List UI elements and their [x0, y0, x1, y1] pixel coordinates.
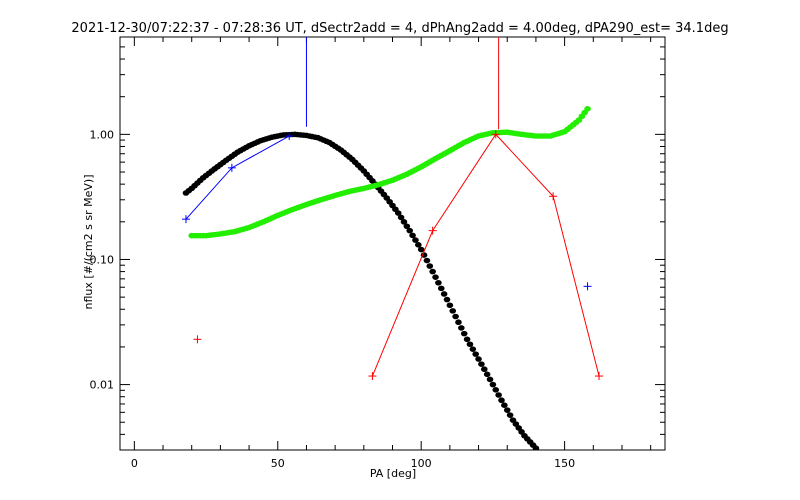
series-line [371, 133, 600, 377]
data-point [583, 282, 592, 291]
plot-frame-group [119, 36, 666, 451]
data-point [506, 412, 514, 418]
data-point [193, 335, 202, 344]
data-point [483, 371, 491, 378]
data-point [455, 319, 462, 326]
data-point [400, 219, 408, 225]
ticks-group: 0 50 100 150 0.01 0.10 1.00 [90, 36, 665, 470]
data-point [489, 381, 497, 388]
data-point [495, 392, 502, 398]
data-point [478, 361, 485, 367]
x-tick-label: 100 [411, 457, 432, 470]
data-point [426, 263, 434, 269]
series-5 [368, 130, 604, 381]
data-point [397, 214, 405, 221]
data-point [472, 351, 479, 357]
data-point [532, 445, 540, 450]
data-point [443, 296, 451, 303]
data-point [423, 257, 431, 264]
data-point [417, 246, 425, 253]
data-point [415, 242, 422, 248]
x-tick-label: 150 [554, 457, 575, 470]
data-point [409, 232, 416, 239]
data-point [460, 330, 468, 337]
series-group [181, 37, 604, 450]
data-point [432, 274, 439, 280]
data-point [181, 215, 190, 224]
data-point [491, 130, 500, 139]
data-point [394, 210, 402, 216]
data-point [406, 227, 414, 234]
data-point [403, 223, 411, 230]
data-point [475, 356, 482, 362]
data-point [435, 279, 442, 286]
data-point [498, 397, 505, 404]
y-tick-label: 0.01 [90, 379, 115, 392]
data-point [458, 325, 465, 331]
data-point [449, 308, 457, 314]
x-tick-label: 0 [131, 457, 138, 470]
data-point [437, 285, 445, 292]
series-6 [193, 335, 202, 344]
data-point [492, 387, 500, 393]
data-point [285, 132, 294, 141]
data-point [549, 192, 558, 201]
data-point [501, 402, 508, 408]
data-point [463, 336, 471, 343]
data-point [428, 226, 437, 235]
x-axis-label: PA [deg] [370, 467, 416, 480]
data-point [446, 302, 454, 309]
data-point [595, 372, 604, 381]
data-point [429, 268, 436, 275]
plot-frame [119, 36, 666, 451]
x-tick-label: 50 [271, 457, 285, 470]
data-point [452, 313, 459, 320]
y-axis-label: nflux [#/(cm2 s sr MeV)] [82, 175, 95, 310]
data-point [412, 237, 419, 243]
data-point [440, 291, 448, 297]
series-0 [182, 131, 540, 450]
data-point [480, 366, 488, 373]
data-point [227, 163, 236, 172]
data-point [469, 346, 477, 352]
y-tick-label: 0.10 [90, 253, 115, 266]
series-2 [181, 132, 294, 224]
series-3 [583, 282, 592, 291]
y-tick-label: 1.00 [90, 128, 115, 141]
data-point [466, 341, 474, 348]
data-point [368, 372, 377, 381]
data-point [503, 407, 511, 413]
data-point [486, 376, 494, 383]
chart-title: 2021-12-30/07:22:37 - 07:28:36 UT, dSect… [71, 21, 728, 36]
series-1 [188, 106, 591, 239]
data-point [584, 106, 591, 112]
